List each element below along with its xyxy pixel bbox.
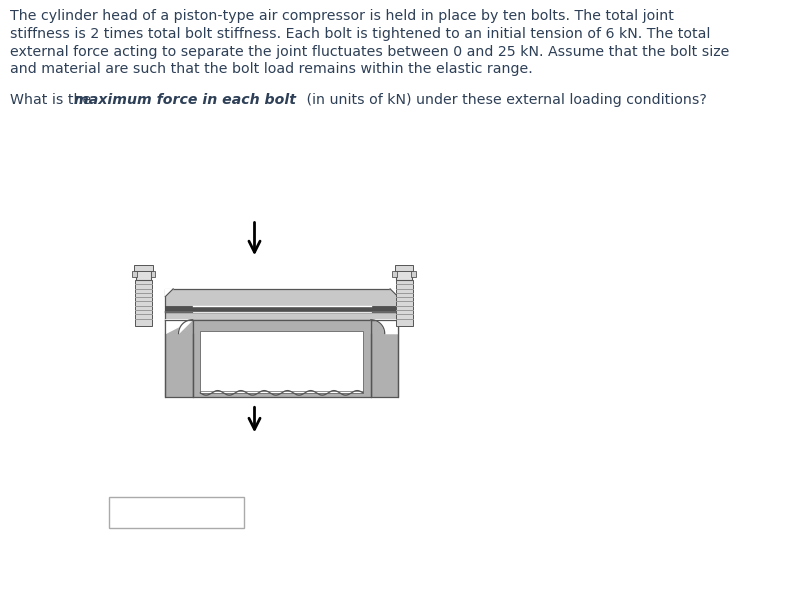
Bar <box>371 320 398 397</box>
Text: The cylinder head of a piston-type air compressor is held in place by ten bolts.: The cylinder head of a piston-type air c… <box>10 9 674 23</box>
Bar <box>136 269 151 280</box>
Bar <box>135 280 152 326</box>
Bar <box>150 271 155 277</box>
Bar <box>132 271 137 277</box>
Text: What is the: What is the <box>10 93 96 107</box>
Polygon shape <box>166 320 193 334</box>
Polygon shape <box>166 289 173 296</box>
Bar <box>193 320 371 397</box>
Bar <box>166 306 398 311</box>
Bar <box>135 265 153 271</box>
Bar <box>392 271 397 277</box>
Bar <box>166 320 193 397</box>
Bar <box>395 265 413 271</box>
Bar <box>166 311 398 313</box>
Text: external force acting to separate the joint fluctuates between 0 and 25 kN. Assu: external force acting to separate the jo… <box>10 45 730 59</box>
Bar <box>166 289 398 320</box>
Text: maximum force in each bolt: maximum force in each bolt <box>74 93 296 107</box>
Text: stiffness is 2 times total bolt stiffness. Each bolt is tightened to an initial : stiffness is 2 times total bolt stiffnes… <box>10 27 711 41</box>
Bar <box>396 280 412 326</box>
Text: and material are such that the bolt load remains within the elastic range.: and material are such that the bolt load… <box>10 62 533 76</box>
Polygon shape <box>371 320 398 334</box>
Text: (in units of kN) under these external loading conditions?: (in units of kN) under these external lo… <box>302 93 708 107</box>
Bar <box>109 497 244 528</box>
Bar <box>201 331 363 393</box>
Polygon shape <box>390 289 398 296</box>
Bar <box>396 269 412 280</box>
Bar <box>411 271 416 277</box>
